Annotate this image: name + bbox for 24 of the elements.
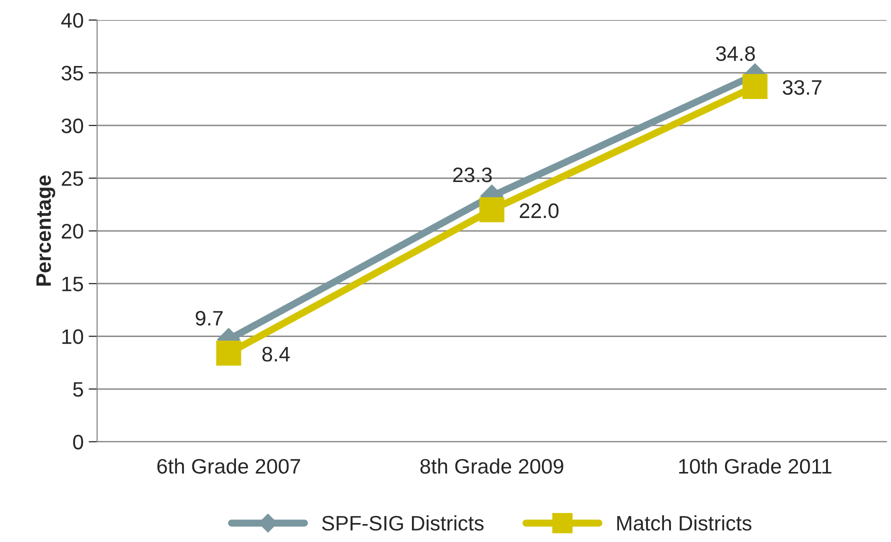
- y-tick-label: 15: [62, 276, 84, 292]
- y-tick-label: 25: [62, 171, 84, 186]
- y-tick-label: 5: [73, 382, 84, 397]
- data-label: 34.8: [716, 46, 755, 62]
- data-label: 23.3: [453, 168, 492, 182]
- y-tick-label: 0: [73, 434, 84, 450]
- point: [479, 197, 504, 222]
- data-label: 22.0: [520, 203, 559, 218]
- y-tick-label: 40: [61, 13, 84, 28]
- y-tick-label: 20: [62, 224, 84, 239]
- x-tick-label: 6th Grade 2007: [157, 458, 300, 474]
- point: [216, 340, 242, 366]
- point: [742, 74, 768, 99]
- data-label: 33.7: [782, 80, 822, 95]
- data-label: 9.7: [196, 310, 223, 326]
- legend-label: SPF-SIG Districts: [322, 515, 484, 531]
- y-tick-label: 35: [62, 66, 84, 81]
- x-tick-label: 10th Grade 2011: [679, 458, 832, 474]
- legend-label: Match Districts: [617, 515, 752, 531]
- y-tick-label: 10: [62, 329, 84, 344]
- x-tick-label: 8th Grade 2009: [420, 458, 564, 474]
- data-label: 8.4: [262, 346, 290, 362]
- y-axis-title: Percentage: [36, 175, 56, 286]
- y-tick-label: 30: [62, 118, 84, 134]
